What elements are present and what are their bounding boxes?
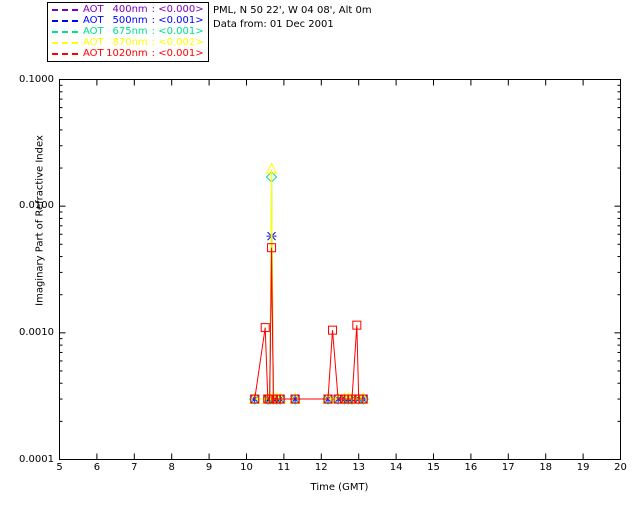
- data-marker: [357, 393, 369, 405]
- legend-item-label: AOT 870nm: <0.002>: [83, 37, 204, 48]
- data-series: [248, 162, 369, 404]
- data-marker: [260, 323, 270, 333]
- x-tick-label: 6: [93, 462, 101, 473]
- x-tick-label: 9: [205, 462, 213, 473]
- data-marker: [275, 394, 285, 404]
- data-marker: [250, 394, 260, 404]
- data-marker: [289, 393, 301, 405]
- x-tick-label: 14: [389, 462, 403, 473]
- y-tick-label: 0.0100: [19, 200, 54, 212]
- x-tick-label: 10: [240, 462, 253, 473]
- legend-item-label: AOT 1020nm: <0.001>: [83, 48, 204, 59]
- data-marker: [267, 243, 277, 253]
- legend-line-swatch-icon: [52, 8, 78, 11]
- data-series: [249, 171, 369, 405]
- data-series: [250, 243, 368, 404]
- x-tick-label: 19: [576, 462, 590, 473]
- x-tick-label: 18: [539, 462, 553, 473]
- legend-item-label: AOT 400nm: <0.000>: [83, 4, 204, 15]
- plot-frame: [59, 79, 621, 460]
- legend-item: AOT 870nm: <0.002>: [52, 37, 204, 48]
- y-tick-label: 0.0010: [19, 326, 54, 338]
- series-line: [254, 247, 364, 400]
- data-marker: [358, 394, 368, 404]
- legend-item: AOT 1020nm: <0.001>: [52, 48, 204, 59]
- data-marker: [352, 320, 362, 330]
- chart-legend: AOT 400nm: <0.000> AOT 500nm: <0.001> AOT 675…: [47, 2, 209, 62]
- data-marker: [274, 393, 286, 405]
- chart-header: PML, N 50 22', W 04 08', Alt 0m Data fro…: [213, 4, 372, 32]
- x-tick-label: 8: [168, 462, 175, 473]
- data-marker: [328, 325, 338, 335]
- legend-item: AOT 675nm: <0.001>: [52, 26, 204, 37]
- x-tick-label: 20: [614, 462, 627, 473]
- x-tick-label: 11: [277, 462, 291, 473]
- data-marker: [322, 393, 334, 405]
- legend-line-swatch-icon: [52, 30, 78, 33]
- x-tick-label: 17: [501, 462, 515, 473]
- data-marker: [352, 393, 365, 405]
- data-marker: [347, 394, 357, 404]
- x-tick-label: 15: [427, 462, 440, 473]
- date-line: Data from: 01 Dec 2001: [213, 19, 334, 30]
- site-line: PML, N 50 22', W 04 08', Alt 0m: [213, 5, 372, 16]
- legend-line-swatch-icon: [52, 19, 78, 22]
- data-marker: [265, 162, 278, 174]
- legend-item-label: AOT 500nm: <0.001>: [83, 15, 204, 26]
- legend-item: AOT 500nm: <0.001>: [52, 15, 204, 26]
- x-tick-label: 5: [56, 462, 63, 473]
- y-tick-label: 0.1000: [19, 73, 54, 85]
- legend-line-swatch-icon: [52, 41, 78, 44]
- x-tick-label: 13: [352, 462, 366, 473]
- x-tick-label: 7: [131, 462, 138, 473]
- legend-item: AOT 400nm: <0.000>: [52, 4, 204, 15]
- x-axis-label: Time (GMT): [310, 482, 369, 493]
- x-tick-label: 16: [464, 462, 478, 473]
- data-marker: [342, 393, 354, 405]
- data-marker: [290, 394, 300, 404]
- data-marker: [323, 394, 333, 404]
- x-tick-label: 12: [314, 462, 328, 473]
- legend-item-label: AOT 675nm: <0.001>: [83, 26, 204, 37]
- axis-ticks: [59, 79, 621, 460]
- legend-line-swatch-icon: [52, 52, 78, 55]
- y-tick-label: 0.0001: [19, 453, 54, 465]
- data-marker: [333, 394, 343, 404]
- data-series-layer: [248, 162, 369, 405]
- data-marker: [249, 393, 261, 405]
